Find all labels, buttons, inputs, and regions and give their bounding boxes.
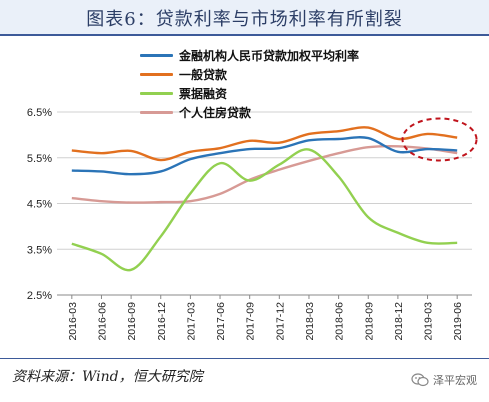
- legend-swatch: [140, 111, 173, 114]
- legend-item: 个人住房贷款: [140, 103, 359, 122]
- x-tick-label: 2017-09: [245, 302, 257, 341]
- watermark: 泽平宏观: [411, 372, 477, 388]
- y-tick-label: 4.5%: [27, 199, 52, 211]
- series-line: [71, 148, 458, 272]
- legend-swatch: [140, 92, 173, 95]
- watermark-text: 泽平宏观: [433, 374, 477, 387]
- title-bar: 图表6：贷款利率与市场利率有所割裂: [0, 0, 489, 34]
- title-divider: [0, 34, 489, 36]
- legend-label: 个人住房贷款: [179, 106, 252, 120]
- legend-item: 金融机构人民币贷款加权平均利率: [140, 46, 359, 65]
- x-tick-label: 2016-06: [96, 302, 108, 341]
- series-line: [71, 136, 458, 176]
- series-line: [71, 126, 458, 162]
- legend-label: 金融机构人民币贷款加权平均利率: [179, 49, 360, 63]
- y-tick-label: 6.5%: [27, 107, 52, 119]
- annotation-ellipse: [401, 117, 478, 162]
- x-tick-label: 2016-12: [156, 302, 168, 341]
- x-tick-label: 2016-09: [126, 302, 138, 341]
- x-tick-label: 2018-06: [334, 302, 346, 341]
- legend-swatch: [140, 73, 173, 76]
- y-tick-label: 3.5%: [27, 244, 52, 256]
- y-tick-label: 5.5%: [27, 153, 52, 165]
- x-tick-label: 2019-06: [452, 302, 464, 341]
- x-tick-label: 2016-03: [67, 302, 79, 341]
- x-tick-label: 2019-03: [423, 302, 435, 341]
- legend-label: 一般贷款: [179, 68, 228, 82]
- y-tick-label: 2.5%: [27, 290, 52, 302]
- x-tick-label: 2018-03: [304, 302, 316, 341]
- x-tick-label: 2017-12: [274, 302, 286, 341]
- legend-item: 一般贷款: [140, 65, 359, 84]
- chart-legend: 金融机构人民币贷款加权平均利率 一般贷款 票据融资 个人住房贷款: [140, 46, 359, 122]
- x-tick-label: 2018-09: [363, 302, 375, 341]
- legend-item: 票据融资: [140, 84, 359, 103]
- source-divider: [0, 358, 489, 359]
- source-note: 资料来源：Wind，恒大研究院: [12, 369, 203, 385]
- legend-label: 票据融资: [179, 87, 228, 101]
- legend-swatch: [140, 54, 173, 57]
- chart-title: 图表6：贷款利率与市场利率有所割裂: [86, 9, 403, 30]
- x-tick-label: 2017-03: [185, 302, 197, 341]
- x-tick-label: 2017-06: [215, 302, 227, 341]
- wechat-icon: [411, 373, 429, 387]
- x-tick-label: 2018-12: [393, 302, 405, 341]
